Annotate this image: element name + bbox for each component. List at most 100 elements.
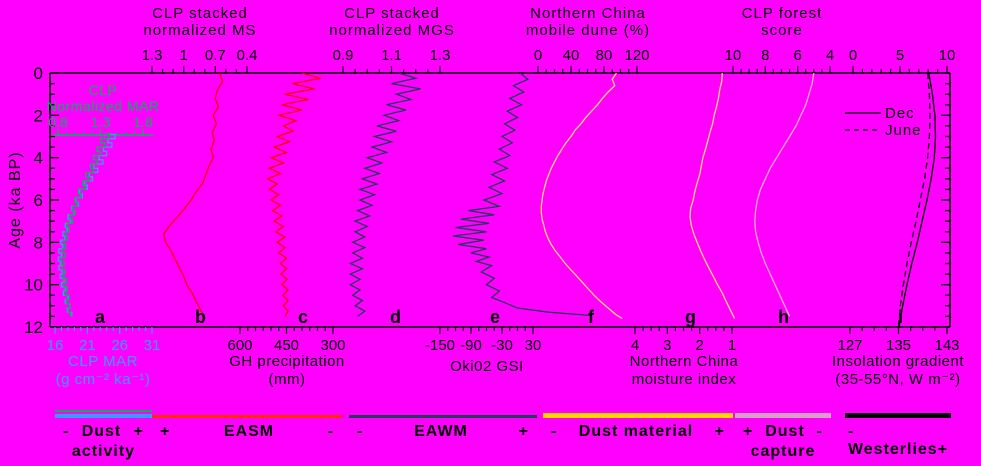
- svg-text:16: 16: [47, 337, 64, 354]
- annotation-sign-left-dust-activity: -: [63, 423, 70, 440]
- svg-text:21: 21: [79, 337, 96, 354]
- svg-text:10: 10: [939, 47, 956, 64]
- svg-text:0.8: 0.8: [48, 114, 68, 130]
- annotation-dust-material: - Dust material +: [543, 410, 733, 441]
- panel-a-axis-label-line2: (g cm⁻² ka⁻¹): [55, 371, 151, 388]
- svg-text:0: 0: [534, 47, 542, 64]
- panel-f-header-line2: mobile dune (%): [525, 22, 651, 39]
- panel-h-header-line2: score: [761, 22, 803, 39]
- annotation-label2-dust-activity: activity: [71, 443, 136, 460]
- panel-h-header-line1: CLP forest: [741, 5, 823, 22]
- age-axis-label: Age (ka BP): [7, 151, 24, 249]
- panel-i-axis-label: Insolation gradient (35-55°N, W m⁻²): [813, 353, 981, 389]
- annotation-easm: + EASM -: [152, 410, 342, 441]
- panel-letter-f: f: [588, 307, 595, 327]
- panel-letter-h: h: [778, 307, 789, 327]
- annotation-label-dust-material: - Dust material +: [543, 423, 733, 441]
- panel-letter-b: b: [195, 307, 206, 327]
- annotation-label-easm: + EASM -: [152, 423, 342, 441]
- annotation-sign-right-dust-capture: -: [816, 423, 823, 440]
- curve-insolation-gradient-dec: [898, 72, 937, 328]
- panel-b-header-line1: CLP stacked: [152, 5, 248, 22]
- panel-letter-e: e: [490, 307, 500, 327]
- axis-i-top: 0 5 10: [849, 47, 956, 73]
- annotation-bar-eawm: [349, 415, 537, 418]
- svg-text:0: 0: [34, 64, 43, 83]
- axis-c-bottom: 600 450 300: [227, 327, 346, 354]
- panel-d-header-line2: normalized MGS: [329, 22, 455, 39]
- annotation-text-westerlies: -Westerlies+: [847, 423, 949, 458]
- curve-clp-mar: [57, 133, 116, 317]
- svg-text:6: 6: [793, 47, 801, 64]
- svg-text:1.8: 1.8: [133, 114, 153, 130]
- curve-northern-china-moisture-index: [689, 72, 736, 319]
- svg-text:0.4: 0.4: [237, 47, 258, 64]
- svg-text:8: 8: [34, 233, 43, 252]
- svg-text:1.3: 1.3: [91, 114, 111, 130]
- axis-b-top: 1.3 1 0.7 0.4: [142, 47, 258, 73]
- axis-f-top: 0 40 80 120: [534, 47, 650, 73]
- svg-text:1: 1: [728, 337, 736, 354]
- annotation-dust-capture: + Dust - capture: [735, 410, 831, 461]
- panel-b-header: CLP stacked normalized MS: [115, 5, 285, 39]
- axis-g-bottom: 4 3 2 1: [631, 327, 736, 354]
- annotation-bar-dust-material: [543, 413, 733, 418]
- annotation-westerlies: -Westerlies+: [845, 410, 951, 459]
- panel-letter-i: i: [898, 307, 903, 327]
- annotation-sign-right-eawm: +: [518, 423, 529, 440]
- panel-e-axis-label-line1: Oki02 GSI: [450, 358, 524, 375]
- svg-text:-90: -90: [460, 337, 482, 354]
- annotation-bar-dust-activity: [55, 414, 152, 418]
- plot-frame: [49, 72, 951, 328]
- svg-text:30: 30: [525, 337, 542, 354]
- axis-a-inset: 0.8 1.3 1.8: [48, 114, 153, 136]
- annotation-dust-activity: - Dust + activity: [55, 410, 152, 461]
- svg-text:450: 450: [274, 337, 299, 354]
- svg-text:2: 2: [34, 106, 43, 125]
- annotation-sign-left-dust-material: -: [551, 423, 558, 440]
- annotation-label-dust-capture: + Dust -: [735, 423, 831, 441]
- curve-clp-stacked-normalized-ms: [162, 72, 224, 319]
- svg-text:300: 300: [320, 337, 345, 354]
- annotation-text-dust-activity: Dust: [81, 423, 122, 440]
- panel-d-header: CLP stacked normalized MGS: [307, 5, 477, 39]
- panel-f-header: Northern China mobile dune (%): [503, 5, 673, 39]
- panel-f-header-line1: Northern China: [530, 5, 646, 22]
- panel-a-axis-label: CLP MAR (g cm⁻² ka⁻¹): [18, 353, 188, 389]
- svg-text:12: 12: [24, 318, 43, 337]
- svg-text:143: 143: [934, 337, 959, 354]
- inset-header-line1: CLP: [88, 82, 118, 98]
- age-axis-ticks: 0 2 4 6 8 10 12: [24, 64, 950, 337]
- panel-i-axis-label-line2: (35-55°N, W m⁻²): [835, 371, 961, 388]
- svg-text:4: 4: [826, 47, 834, 64]
- svg-text:127: 127: [837, 337, 862, 354]
- svg-text:-30: -30: [491, 337, 513, 354]
- curve-insolation-gradient-june: [897, 72, 931, 328]
- panel-letter-c: c: [298, 307, 308, 327]
- annotation-bar-dust-activity: [55, 410, 152, 412]
- svg-text:1.1: 1.1: [381, 47, 402, 64]
- annotation-bar-easm: [152, 415, 342, 418]
- annotation-label-eawm: - EAWM +: [349, 423, 537, 441]
- panel-i-axis-label-line1: Insolation gradient: [831, 353, 965, 370]
- axis-i-bottom: 127 135 143: [837, 327, 960, 354]
- svg-text:80: 80: [596, 47, 613, 64]
- svg-text:1: 1: [179, 47, 187, 64]
- svg-text:4: 4: [631, 337, 639, 354]
- axis-d-top: 0.9 1.1 1.3: [333, 47, 450, 73]
- svg-text:0: 0: [849, 47, 857, 64]
- svg-text:-150: -150: [425, 337, 455, 354]
- panel-a-axis-label-line1: CLP MAR: [68, 353, 138, 370]
- svg-text:1.3: 1.3: [142, 47, 163, 64]
- legend-label-dec: Dec: [885, 105, 915, 122]
- annotation-sign-right-dust-material: +: [714, 423, 725, 440]
- annotation-label-dust-activity: - Dust +: [55, 423, 152, 441]
- panel-g-axis-label-line2: moisture index: [631, 371, 737, 388]
- annotation-text-dust-material: Dust material: [578, 423, 694, 440]
- axis-a-bottom: 16 21 26 31: [47, 327, 160, 354]
- annotation-sign-left-easm: +: [160, 423, 171, 440]
- svg-text:40: 40: [563, 47, 580, 64]
- annotation-bar-dust-capture: [735, 413, 831, 418]
